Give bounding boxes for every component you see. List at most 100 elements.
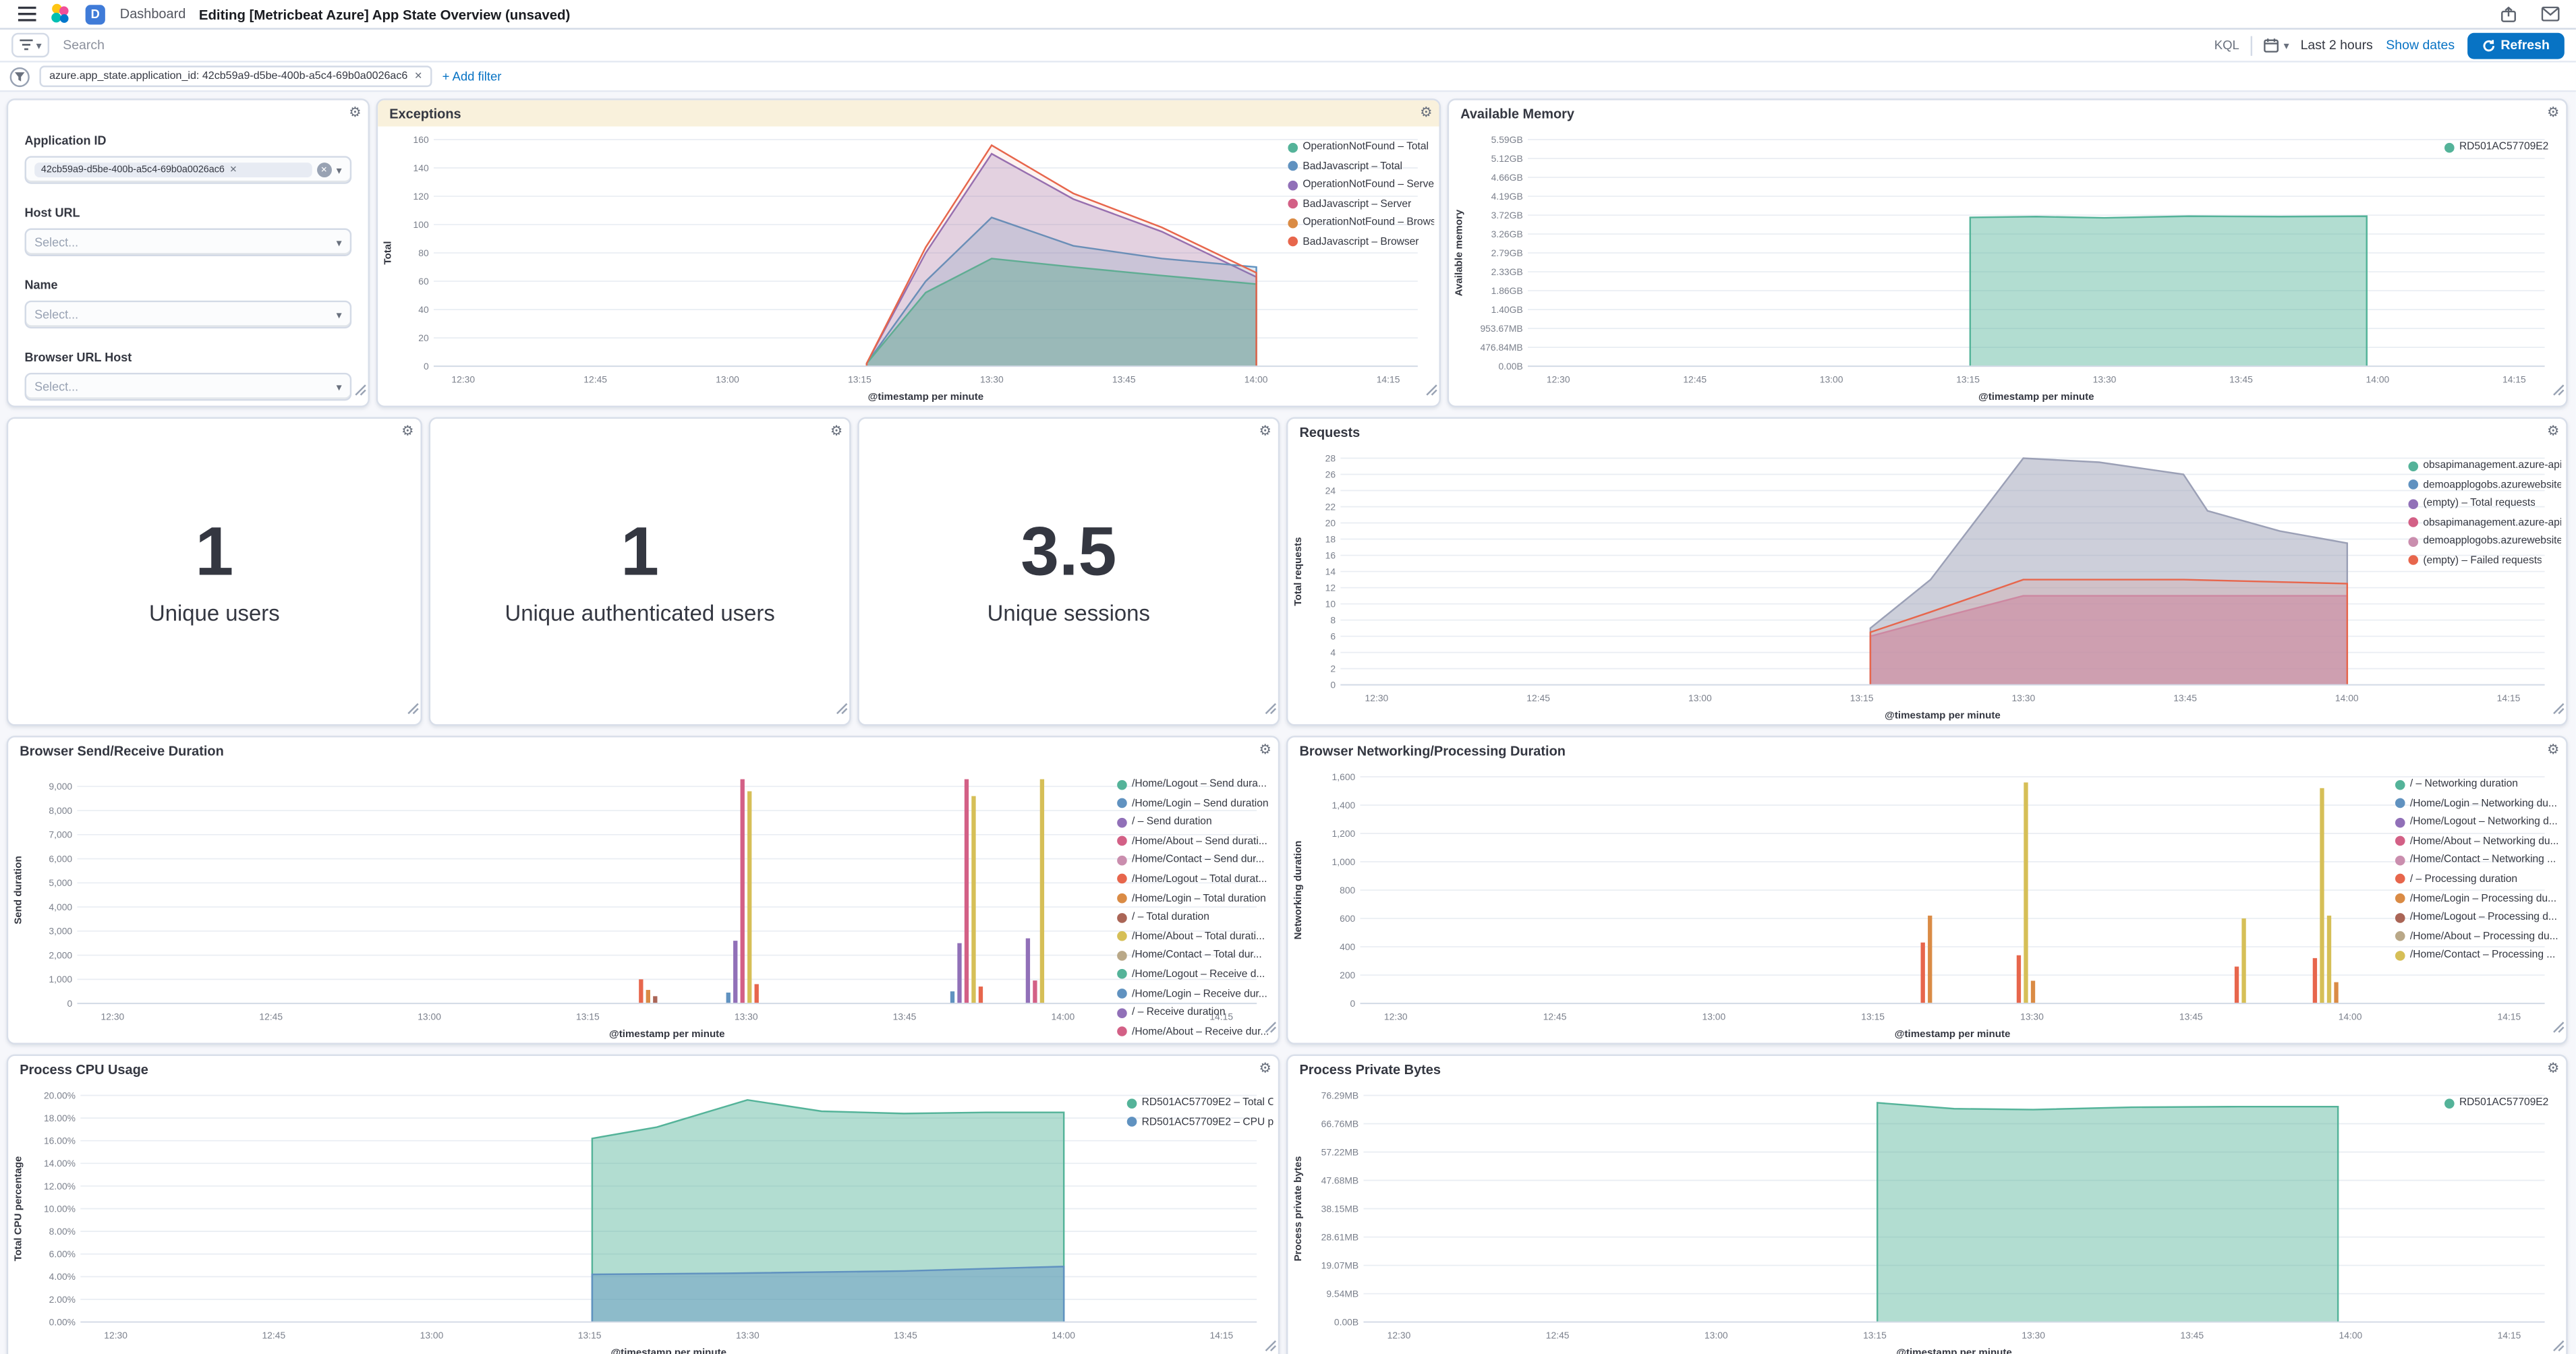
exceptions-chart[interactable]: 0 20 40 60 80 100 120 140 160 12:30 12:45 13:00 13:1… <box>378 127 1418 406</box>
gear-icon[interactable]: ⚙ <box>2546 740 2560 757</box>
gear-icon[interactable]: ⚙ <box>1259 740 1272 757</box>
remove-filter-icon[interactable]: ✕ <box>414 72 423 82</box>
legend-item[interactable]: demoapplogobs.azurewebsite... <box>2408 479 2561 490</box>
legend-item[interactable]: RD501AC57709E2 – CPU perc... <box>1126 1116 1273 1127</box>
legend-item[interactable]: BadJavascript – Server <box>1288 198 1434 210</box>
legend-item[interactable]: BadJavascript – Total <box>1288 160 1434 172</box>
private-bytes-chart[interactable]: 0.00B 9.54MB 19.07MB 28.61MB 38.15MB 47.68MB 5… <box>1288 1082 2545 1354</box>
svg-text:3.72GB: 3.72GB <box>1491 210 1523 220</box>
svg-text:6,000: 6,000 <box>49 853 72 864</box>
legend-item[interactable]: /Home/About – Networking du... <box>2395 835 2561 847</box>
legend-item[interactable]: OperationNotFound – Total <box>1288 141 1434 153</box>
legend-item[interactable]: RD501AC57709E2 – Total CPU... <box>1126 1097 1273 1109</box>
space-avatar[interactable]: D <box>85 4 105 24</box>
resize-handle[interactable] <box>1426 374 1437 404</box>
legend-item[interactable]: /Home/About – Processing du... <box>2395 931 2561 942</box>
send-receive-chart[interactable]: 0 1,000 2,000 3,000 4,000 5,000 6,000 7,000 8,00… <box>8 764 1257 1043</box>
gear-icon[interactable]: ⚙ <box>349 103 362 120</box>
gear-icon[interactable]: ⚙ <box>1259 1059 1272 1076</box>
networking-chart[interactable]: 0 200 400 600 800 1,000 1,200 1,400 1,600 12:30 12… <box>1288 764 2545 1043</box>
legend-item[interactable]: OperationNotFound – Browser <box>1288 217 1434 229</box>
legend-item[interactable]: /Home/About – Receive dur... <box>1117 1026 1273 1038</box>
search-input[interactable]: Search <box>50 30 2203 61</box>
share-icon[interactable] <box>2496 1 2522 27</box>
legend-item[interactable]: RD501AC57709E2 <box>2444 1097 2561 1109</box>
legend-item[interactable]: / – Send duration <box>1117 817 1273 828</box>
timepicker-calendar-button[interactable]: ▾ <box>2252 38 2300 53</box>
legend-item[interactable]: RD501AC57709E2 <box>2444 141 2561 153</box>
gear-icon[interactable]: ⚙ <box>1420 103 1433 120</box>
legend-item[interactable]: /Home/Contact – Send dur... <box>1117 854 1273 866</box>
filter-options-icon[interactable] <box>9 66 30 86</box>
legend-item[interactable]: /Home/About – Send durati... <box>1117 835 1273 847</box>
clear-selection-icon[interactable]: ✕ <box>316 163 332 178</box>
legend-item[interactable]: (empty) – Failed requests <box>2408 555 2561 566</box>
legend-item[interactable]: /Home/Contact – Networking ... <box>2395 854 2561 866</box>
legend-item[interactable]: (empty) – Total requests <box>2408 498 2561 509</box>
gear-icon[interactable]: ⚙ <box>2546 1059 2560 1076</box>
legend-item[interactable]: /Home/Login – Send duration <box>1117 798 1273 809</box>
resize-handle[interactable] <box>355 374 366 404</box>
resize-handle[interactable] <box>836 693 848 723</box>
legend-item[interactable]: /Home/Logout – Processing d... <box>2395 912 2561 923</box>
legend-item[interactable]: /Home/Login – Processing du... <box>2395 893 2561 904</box>
application-id-token[interactable]: 42cb59a9-d5be-400b-a5c4-69b0a0026ac6 ✕ <box>34 163 312 178</box>
legend-item[interactable]: / – Receive duration <box>1117 1007 1273 1018</box>
svg-text:10: 10 <box>1325 598 1336 609</box>
legend-item[interactable]: / – Processing duration <box>2395 874 2561 885</box>
gear-icon[interactable]: ⚙ <box>2546 421 2560 439</box>
mail-icon[interactable] <box>2536 1 2563 27</box>
show-dates-link[interactable]: Show dates <box>2386 38 2455 53</box>
gear-icon[interactable]: ⚙ <box>401 421 414 439</box>
available-memory-chart[interactable]: 0.00B 476.84MB 953.67MB 1.40GB 1.86GB 2.33GB 2… <box>1449 127 2545 406</box>
requests-chart[interactable]: 0 2 4 6 8 10 12 14 16 18 20 22 24 26 28 12:30 12:45 13:00… <box>1288 445 2545 724</box>
resize-handle[interactable] <box>2553 1330 2565 1354</box>
legend-item[interactable]: /Home/Login – Total duration <box>1117 893 1273 904</box>
legend-item[interactable]: obsapimanagement.azure-api... <box>2408 517 2561 529</box>
gear-icon[interactable]: ⚙ <box>830 421 843 439</box>
resize-handle[interactable] <box>1265 693 1277 723</box>
legend-item[interactable]: / – Networking duration <box>2395 778 2561 790</box>
breadcrumb-dashboard[interactable]: Dashboard <box>119 6 186 22</box>
saved-query-menu-button[interactable]: ▾ <box>11 32 50 58</box>
search-placeholder: Search <box>63 38 105 53</box>
svg-text:12:30: 12:30 <box>1365 693 1389 703</box>
legend-item[interactable]: / – Total duration <box>1117 912 1273 923</box>
legend-item[interactable]: /Home/Logout – Total durat... <box>1117 874 1273 885</box>
cpu-usage-chart[interactable]: 0.00% 2.00% 4.00% 6.00% 8.00% 10.00% 12.00% 14.… <box>8 1082 1257 1354</box>
host-url-select[interactable]: Select... ▾ <box>24 228 352 256</box>
legend-item[interactable]: /Home/Logout – Networking d... <box>2395 817 2561 828</box>
legend-item[interactable]: OperationNotFound – Server <box>1288 179 1434 191</box>
legend-item[interactable]: obsapimanagement.azure-api... <box>2408 460 2561 471</box>
resize-handle[interactable] <box>2553 1011 2565 1041</box>
resize-handle[interactable] <box>407 693 419 723</box>
panel-title: Process CPU Usage <box>20 1061 148 1077</box>
resize-handle[interactable] <box>2553 693 2565 723</box>
browser-url-host-select[interactable]: Select... ▾ <box>24 372 352 401</box>
gear-icon[interactable]: ⚙ <box>1259 421 1272 439</box>
legend-item[interactable]: /Home/Login – Networking du... <box>2395 798 2561 809</box>
gear-icon[interactable]: ⚙ <box>2546 103 2560 120</box>
legend-item[interactable]: /Home/Logout – Receive d... <box>1117 969 1273 980</box>
legend-item[interactable]: /Home/Logout – Send dura... <box>1117 778 1273 790</box>
legend-item[interactable]: /Home/Contact – Total dur... <box>1117 950 1273 962</box>
refresh-button[interactable]: Refresh <box>2467 32 2565 59</box>
legend-item[interactable]: BadJavascript – Browser <box>1288 237 1434 248</box>
legend-item[interactable]: /Home/Login – Receive dur... <box>1117 988 1273 999</box>
elastic-logo[interactable] <box>49 3 72 26</box>
legend-item[interactable]: demoapplogobs.azurewebsite... <box>2408 536 2561 548</box>
resize-handle[interactable] <box>1265 1330 1277 1354</box>
kql-toggle[interactable]: KQL <box>2214 38 2239 53</box>
application-id-combobox[interactable]: 42cb59a9-d5be-400b-a5c4-69b0a0026ac6 ✕ ✕… <box>24 156 352 184</box>
name-select[interactable]: Select... ▾ <box>24 300 352 329</box>
remove-token-icon[interactable]: ✕ <box>229 165 237 175</box>
time-range-label[interactable]: Last 2 hours <box>2300 38 2373 53</box>
legend-swatch <box>2395 798 2405 808</box>
add-filter-link[interactable]: + Add filter <box>442 69 502 84</box>
resize-handle[interactable] <box>1265 1011 1277 1041</box>
menu-icon[interactable] <box>13 1 39 27</box>
resize-handle[interactable] <box>2553 374 2565 404</box>
legend-item[interactable]: /Home/Contact – Processing ... <box>2395 950 2561 962</box>
filter-pill[interactable]: azure.app_state.application_id: 42cb59a9… <box>39 65 432 88</box>
legend-item[interactable]: /Home/About – Total durati... <box>1117 931 1273 942</box>
